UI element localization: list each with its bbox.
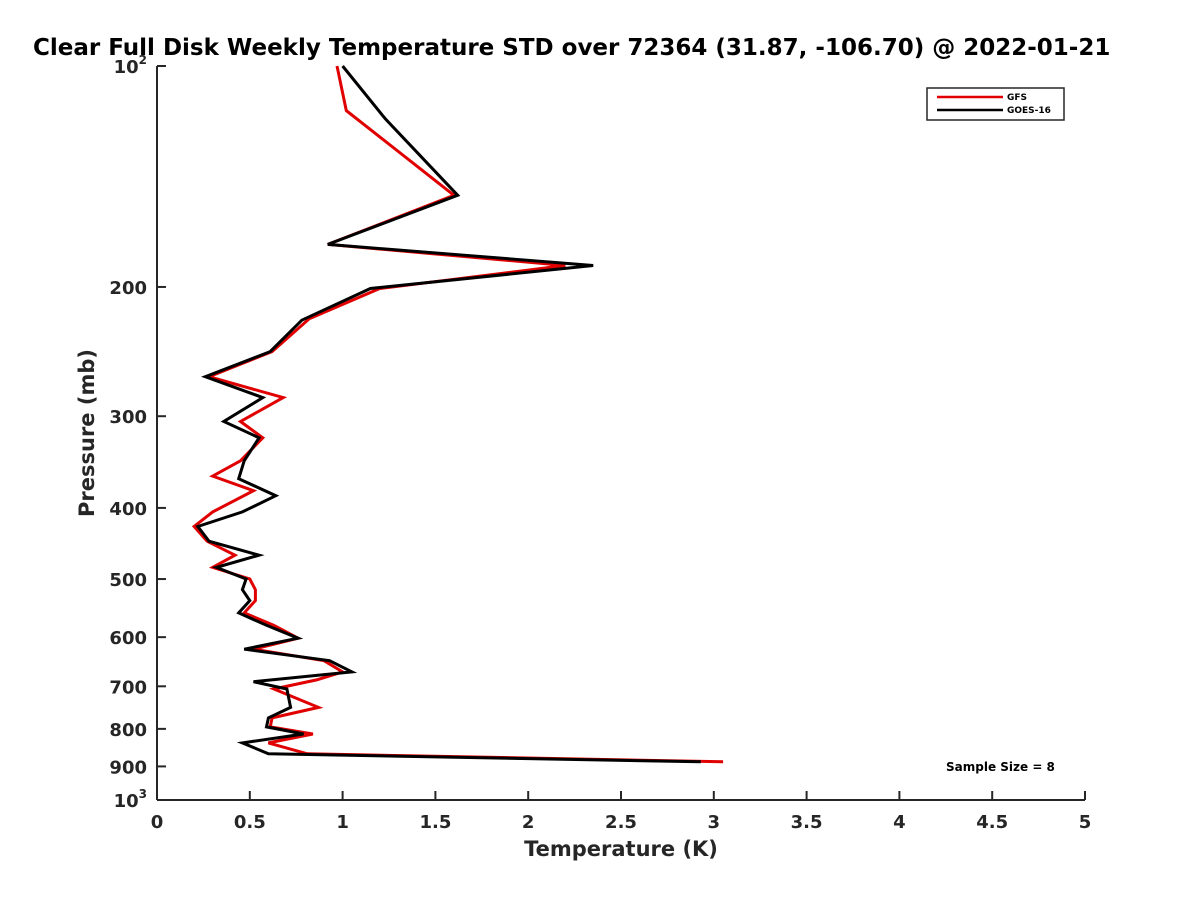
y-tick-label-base: 10 <box>114 791 139 812</box>
y-tick-label: 400 <box>109 499 147 520</box>
plot-area <box>156 66 1085 801</box>
x-tick-label: 3.5 <box>791 812 823 833</box>
series-line-gfs <box>191 65 724 764</box>
x-tick-label: 0 <box>151 812 164 833</box>
y-tick-label: 103 <box>114 787 147 812</box>
y-tick-label: 500 <box>109 570 147 591</box>
legend-label-goes16: GOES-16 <box>1007 106 1051 116</box>
sample-size-annotation: Sample Size = 8 <box>946 760 1055 774</box>
y-tick-label-base: 10 <box>114 57 139 78</box>
y-tick-label: 900 <box>109 757 147 778</box>
x-axis-label: Temperature (K) <box>524 837 718 861</box>
y-tick-label-exponent: 3 <box>139 787 147 801</box>
y-tick-label: 300 <box>109 407 147 428</box>
x-tick-label: 4 <box>893 812 906 833</box>
x-tick-label: 0.5 <box>234 812 266 833</box>
x-tick-label: 4.5 <box>976 812 1008 833</box>
legend: GFS GOES-16 <box>926 87 1065 121</box>
x-tick-label: 3 <box>708 812 721 833</box>
x-tick-label: 1 <box>336 812 349 833</box>
y-tick-label: 200 <box>109 278 147 299</box>
y-tick-label-exponent: 2 <box>139 53 147 67</box>
x-axis-ticks: 0 0.5 1 1.5 2 2.5 3 3.5 4 4.5 5 <box>151 791 1092 833</box>
x-tick-label: 2.5 <box>605 812 637 833</box>
legend-box <box>926 87 1065 121</box>
y-tick-label: 700 <box>109 677 147 698</box>
y-tick-label: 600 <box>109 628 147 649</box>
x-tick-label: 5 <box>1079 812 1092 833</box>
y-tick-label: 800 <box>109 720 147 741</box>
series-lines <box>191 65 724 764</box>
x-tick-label: 2 <box>522 812 535 833</box>
chart-title: Clear Full Disk Weekly Temperature STD o… <box>33 35 1110 61</box>
y-tick-label: 102 <box>114 53 147 78</box>
y-axis-label: Pressure (mb) <box>75 349 99 517</box>
series-line-goes16 <box>195 65 701 764</box>
legend-label-gfs: GFS <box>1007 93 1027 103</box>
x-tick-label: 1.5 <box>419 812 451 833</box>
